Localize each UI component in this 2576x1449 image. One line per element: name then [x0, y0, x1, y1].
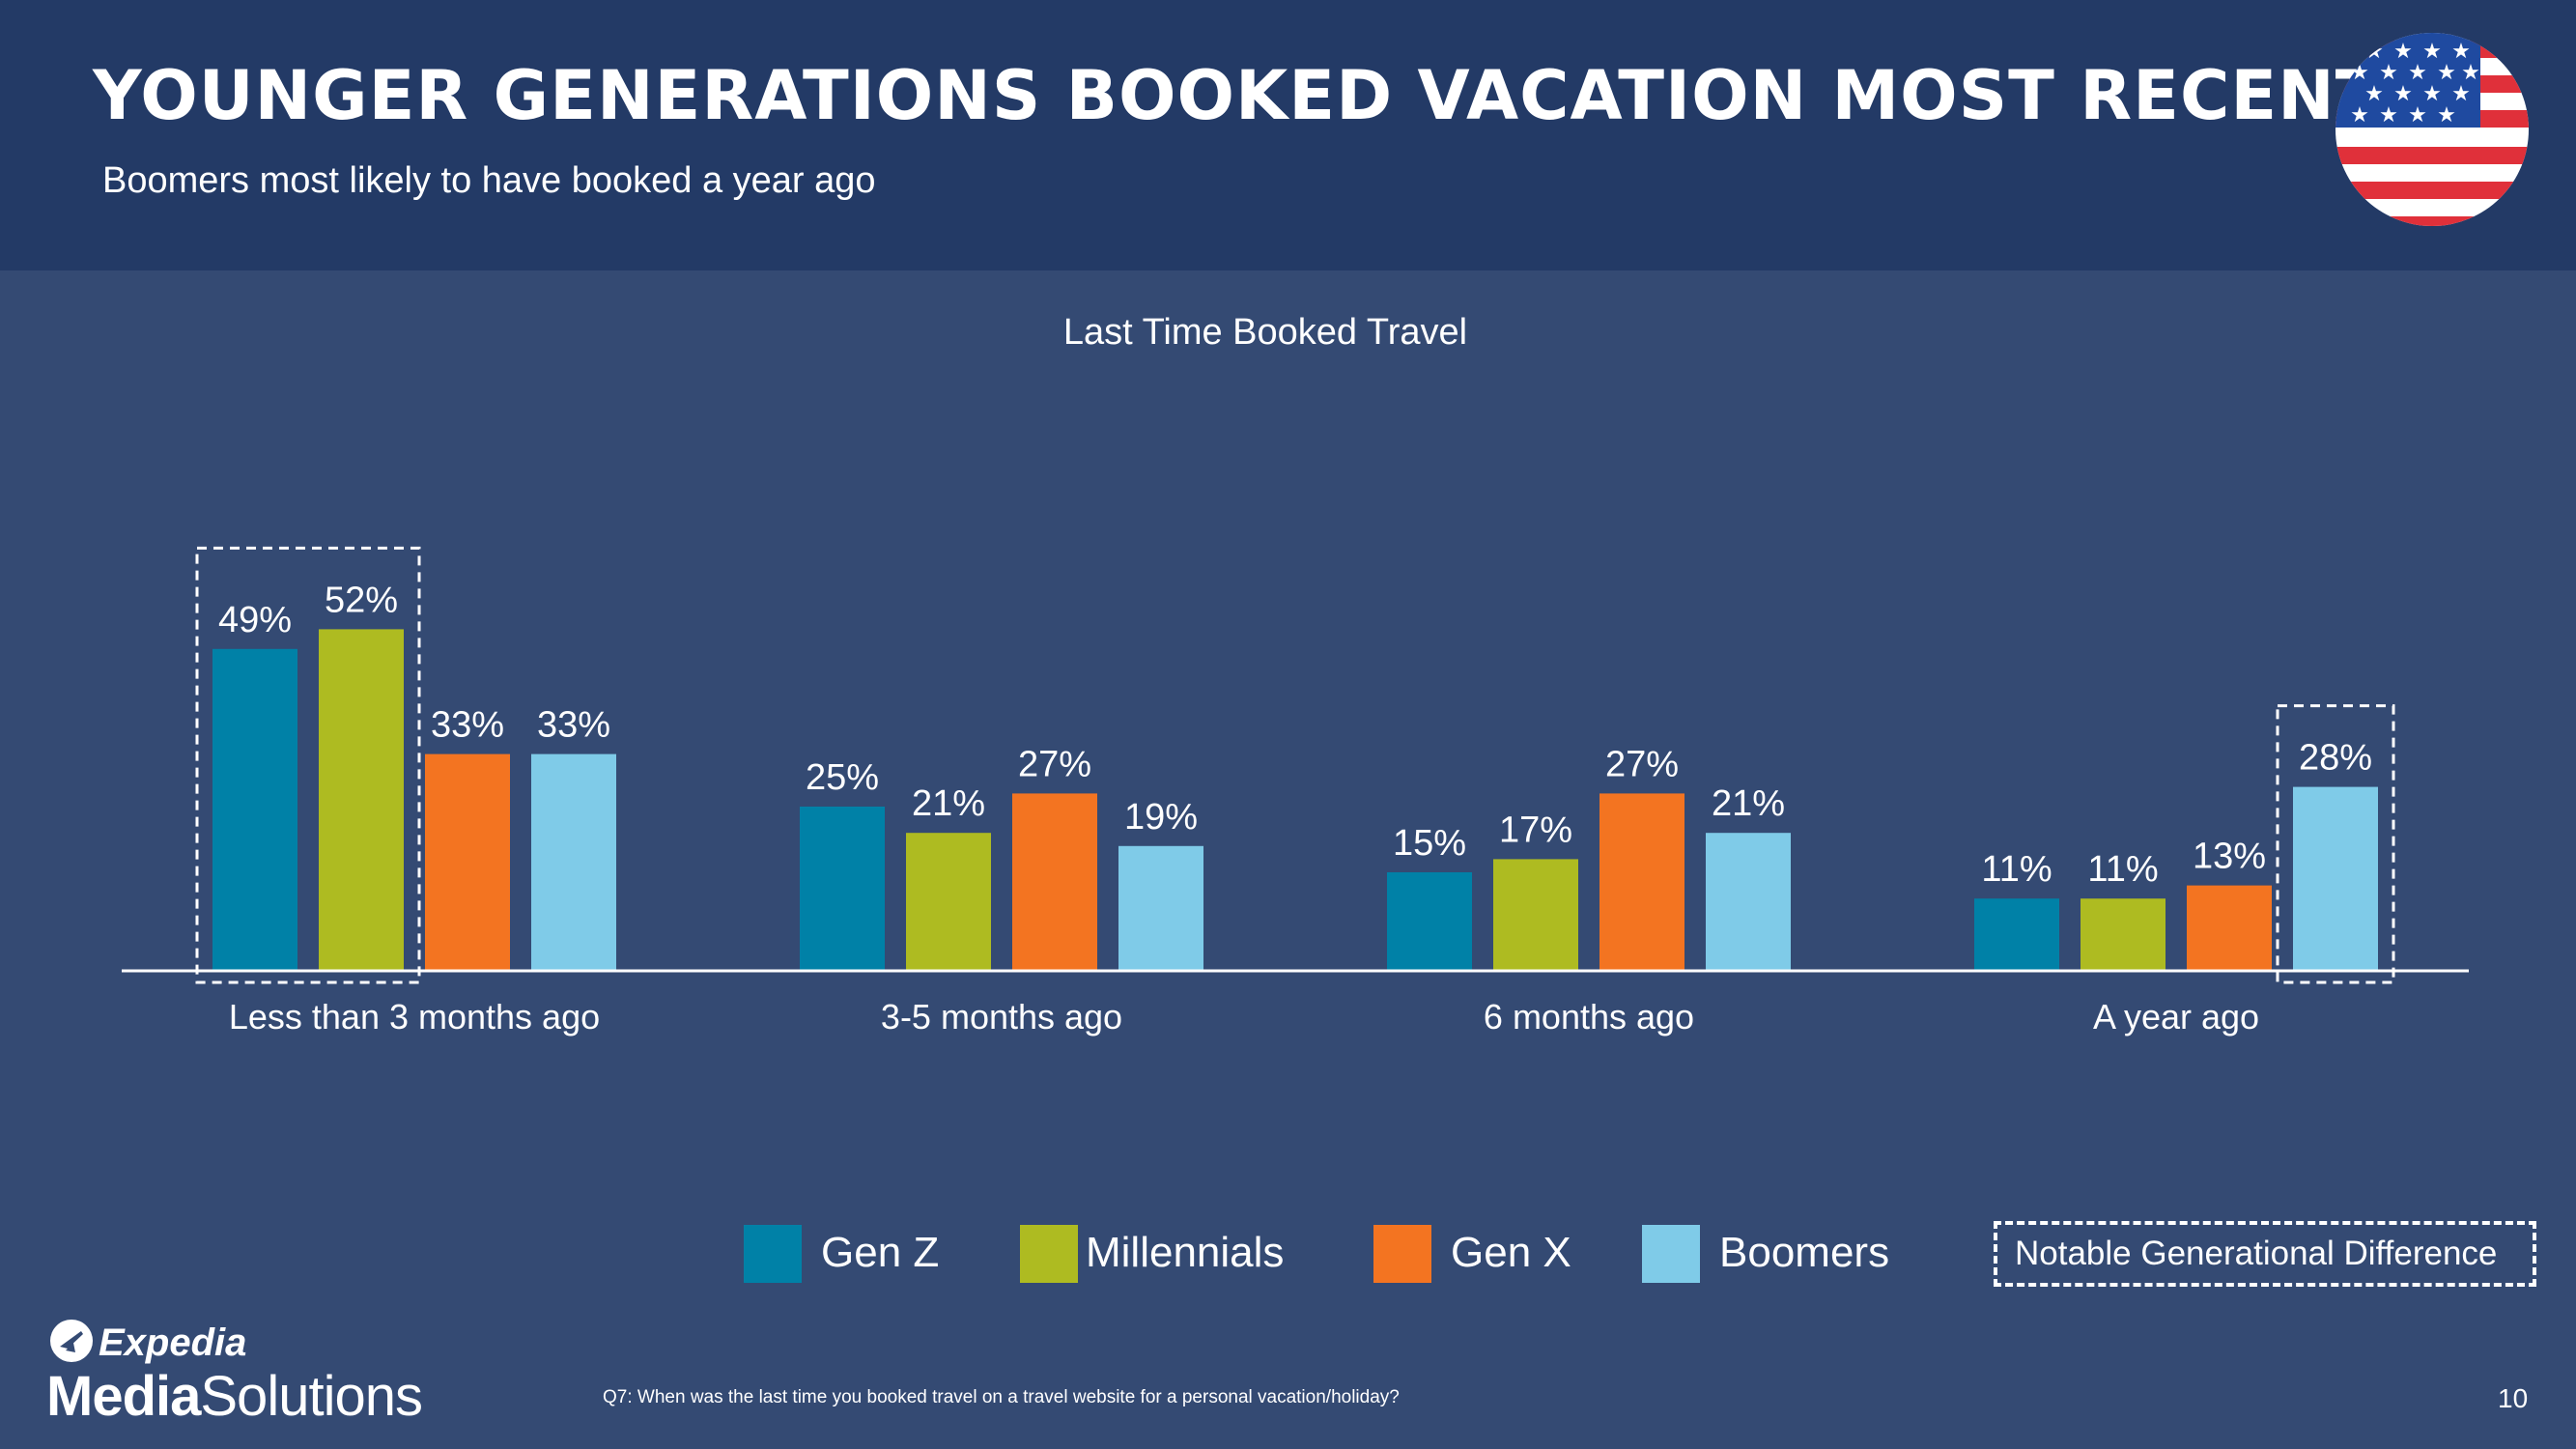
legend-label-millennials: Millennials	[1086, 1229, 1285, 1276]
svg-text:★: ★	[2364, 82, 2384, 106]
plane-icon	[50, 1320, 93, 1362]
svg-text:★: ★	[2422, 40, 2442, 64]
svg-text:★: ★	[2379, 103, 2398, 128]
bar-boomers-a-year-ago	[2293, 786, 2378, 971]
bar-boomers-less-than-3-months-ago	[531, 753, 616, 971]
header-banner: YOUNGER GENERATIONS BOOKED VACATION MOST…	[0, 0, 2576, 270]
svg-text:★: ★	[2437, 103, 2456, 128]
page-subtitle: Boomers most likely to have booked a yea…	[102, 160, 876, 201]
bar-gen-z-6-months-ago	[1387, 872, 1472, 971]
bars-layer: 49% 52% 33% 33% 25% 21% 27% 19% 15% 17% 27% 21% 11% 1…	[212, 580, 2378, 971]
data-label-gen-x-less-than-3-months-ago: 33%	[431, 705, 504, 746]
bar-gen-x-a-year-ago	[2187, 885, 2272, 971]
data-label-gen-x-6-months-ago: 27%	[1605, 744, 1679, 784]
svg-text:★: ★	[2408, 61, 2427, 85]
category-label-a-year-ago: A year ago	[2093, 997, 2259, 1037]
svg-text:★: ★	[2379, 61, 2398, 85]
bar-gen-z-less-than-3-months-ago	[212, 648, 297, 971]
bar-gen-x-3-5-months-ago	[1012, 793, 1097, 971]
legend-label-boomers: Boomers	[1719, 1229, 1890, 1276]
category-label-6-months-ago: 6 months ago	[1484, 997, 1694, 1037]
legend-label-gen-x: Gen X	[1451, 1229, 1571, 1276]
us-flag-icon: ★ ★ ★ ★ ★ ★ ★ ★ ★ ★ ★ ★ ★ ★ ★ ★ ★	[2335, 33, 2529, 226]
data-label-boomers-6-months-ago: 21%	[1712, 783, 1785, 824]
data-label-gen-x-3-5-months-ago: 27%	[1018, 744, 1091, 784]
logo-media-word: Media	[46, 1365, 201, 1428]
svg-text:★: ★	[2461, 61, 2480, 85]
svg-text:★: ★	[2408, 103, 2427, 128]
svg-text:★: ★	[2437, 61, 2456, 85]
data-label-boomers-less-than-3-months-ago: 33%	[537, 705, 610, 746]
bar-millennials-less-than-3-months-ago	[319, 629, 404, 971]
survey-question-footnote: Q7: When was the last time you booked tr…	[603, 1387, 1400, 1407]
page-number: 10	[2498, 1383, 2529, 1413]
chart-title: Last Time Booked Travel	[1063, 312, 1467, 353]
svg-text:★: ★	[2422, 82, 2442, 106]
data-label-millennials-a-year-ago: 11%	[2087, 849, 2158, 890]
bar-millennials-a-year-ago	[2081, 898, 2166, 971]
logo-solutions-word: Solutions	[200, 1365, 423, 1428]
svg-text:★: ★	[2451, 82, 2471, 106]
page-title: YOUNGER GENERATIONS BOOKED VACATION MOST…	[93, 56, 2466, 135]
data-label-gen-z-a-year-ago: 11%	[1981, 849, 2052, 890]
category-label-3-5-months-ago: 3-5 months ago	[881, 997, 1122, 1037]
legend-swatch-gen-x	[1373, 1225, 1431, 1283]
svg-text:★: ★	[2393, 82, 2413, 106]
category-label-less-than-3-months-ago: Less than 3 months ago	[229, 997, 600, 1037]
legend-swatch-millennials	[1020, 1225, 1078, 1283]
data-label-boomers-3-5-months-ago: 19%	[1124, 797, 1198, 838]
data-label-gen-z-3-5-months-ago: 25%	[806, 757, 879, 798]
bar-boomers-3-5-months-ago	[1118, 845, 1203, 971]
data-label-gen-z-less-than-3-months-ago: 49%	[218, 600, 292, 640]
bar-gen-z-a-year-ago	[1974, 898, 2059, 971]
logo-expedia-text: Expedia	[99, 1321, 247, 1364]
data-label-millennials-6-months-ago: 17%	[1499, 810, 1572, 850]
highlight-layer	[195, 546, 2395, 984]
svg-text:★: ★	[2350, 103, 2369, 128]
legend-swatch-boomers	[1642, 1225, 1700, 1283]
data-label-boomers-a-year-ago: 28%	[2299, 738, 2372, 779]
bar-boomers-6-months-ago	[1706, 833, 1791, 971]
legend-swatch-gen-z	[744, 1225, 802, 1283]
data-label-millennials-3-5-months-ago: 21%	[912, 783, 985, 824]
data-label-gen-z-6-months-ago: 15%	[1393, 823, 1466, 864]
data-label-gen-x-a-year-ago: 13%	[2193, 837, 2266, 877]
bar-chart: Last Time Booked Travel 49% 52% 33% 33% 25% 2…	[122, 312, 2469, 1037]
legend-label-gen-z: Gen Z	[821, 1229, 940, 1276]
svg-text:★: ★	[2393, 40, 2413, 64]
logo-media-solutions-text: MediaSolutions	[46, 1364, 423, 1429]
bar-millennials-6-months-ago	[1493, 859, 1578, 971]
bar-gen-z-3-5-months-ago	[800, 807, 885, 971]
notable-difference-label: Notable Generational Difference	[2015, 1235, 2498, 1272]
svg-text:★: ★	[2451, 40, 2471, 64]
notable-difference-box-2	[2276, 704, 2395, 984]
bar-gen-x-less-than-3-months-ago	[425, 753, 510, 971]
bar-gen-x-6-months-ago	[1599, 793, 1684, 971]
expedia-media-solutions-logo: Expedia MediaSolutions	[44, 1314, 450, 1430]
data-label-millennials-less-than-3-months-ago: 52%	[325, 580, 398, 620]
bar-millennials-3-5-months-ago	[906, 833, 991, 971]
notable-difference-legend: Notable Generational Difference	[1994, 1221, 2536, 1287]
category-labels: Less than 3 months ago 3-5 months ago 6 mo…	[229, 997, 2259, 1037]
